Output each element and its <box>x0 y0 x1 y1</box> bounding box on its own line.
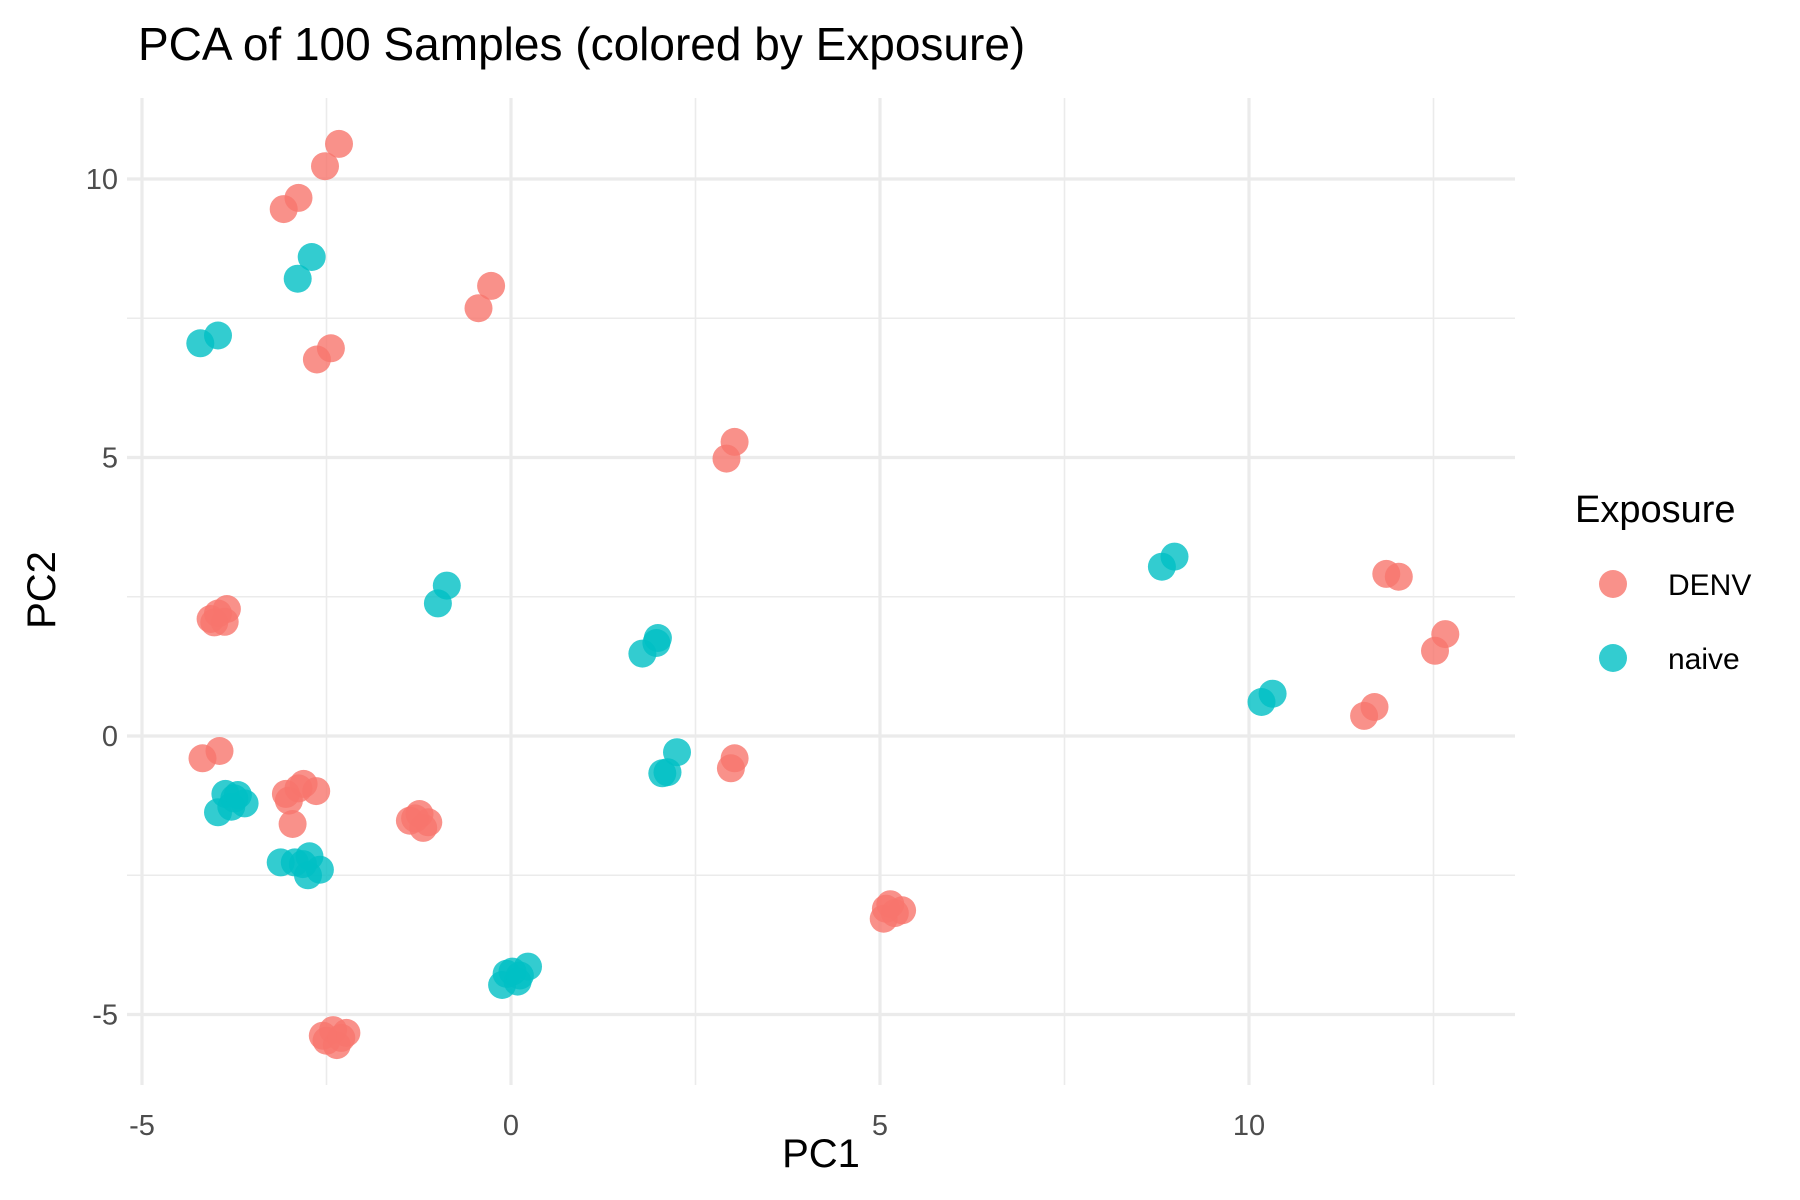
legend-title: Exposure <box>1575 489 1736 531</box>
point-naive <box>204 321 232 350</box>
point-denv <box>464 294 493 323</box>
point-denv <box>716 754 745 783</box>
point-naive <box>1147 552 1176 581</box>
point-denv <box>1384 562 1413 591</box>
plot-gridlines <box>127 98 1515 1085</box>
point-denv <box>712 444 741 473</box>
point-naive <box>653 758 682 787</box>
point-denv <box>401 804 430 833</box>
y-axis-title: PC2 <box>20 551 64 629</box>
point-denv <box>1350 701 1379 730</box>
point-denv <box>477 271 506 300</box>
x-tick-label: 5 <box>872 1110 888 1142</box>
legend: Exposure DENV naive <box>1575 489 1751 676</box>
point-naive <box>288 850 317 879</box>
y-tick-label: 10 <box>86 164 118 196</box>
point-denv <box>871 894 900 923</box>
point-denv <box>284 183 313 212</box>
point-naive <box>220 784 249 813</box>
legend-key-naive <box>1599 644 1627 672</box>
point-denv <box>325 129 353 158</box>
point-denv <box>327 1023 356 1052</box>
point-naive <box>505 961 534 990</box>
x-tick-label: 10 <box>1233 1110 1265 1142</box>
point-denv <box>200 608 229 637</box>
point-naive <box>1247 688 1276 716</box>
point-naive <box>423 589 452 618</box>
point-denv <box>1421 636 1449 665</box>
scatter-points <box>186 129 1460 1060</box>
chart-title: PCA of 100 Samples (colored by Exposure) <box>138 18 1025 70</box>
point-denv <box>311 152 339 181</box>
point-naive <box>297 243 326 271</box>
point-naive <box>283 264 312 293</box>
legend-label-naive: naive <box>1668 643 1740 676</box>
y-tick-label: 5 <box>102 443 118 475</box>
x-axis-title: PC1 <box>782 1132 860 1176</box>
x-tick-label: -5 <box>129 1110 155 1142</box>
point-denv <box>271 779 300 808</box>
legend-key-denv <box>1599 570 1627 598</box>
point-denv <box>278 810 307 838</box>
axis-ticks: -5 0 5 10 -5 0 5 10 <box>86 164 1265 1142</box>
legend-label-denv: DENV <box>1668 569 1751 602</box>
y-tick-label: -5 <box>92 1000 118 1032</box>
y-tick-label: 0 <box>102 721 118 753</box>
x-tick-label: 0 <box>503 1110 519 1142</box>
point-naive <box>642 629 671 657</box>
point-denv <box>302 345 331 374</box>
point-denv <box>205 737 234 765</box>
